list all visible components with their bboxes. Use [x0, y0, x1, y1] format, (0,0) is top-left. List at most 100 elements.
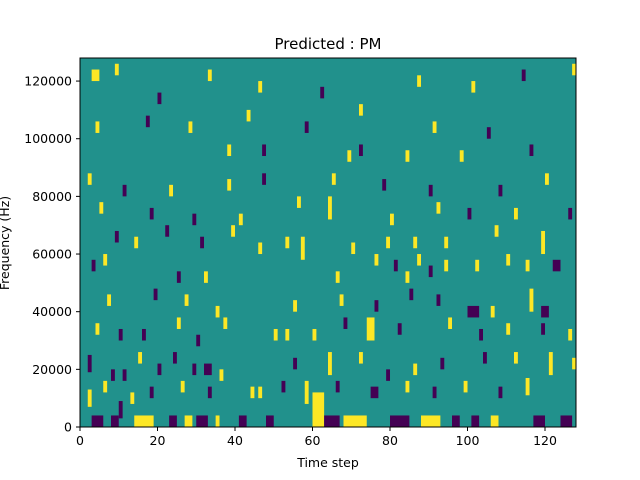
heatmap-cell — [479, 328, 484, 341]
heatmap-cell — [231, 225, 236, 237]
heatmap-cell — [169, 415, 177, 427]
y-tick-label: 40000 — [32, 304, 72, 319]
heatmap-cell — [421, 415, 441, 427]
heatmap-cell — [262, 144, 267, 157]
heatmap-cell — [157, 363, 162, 376]
heatmap-cell — [405, 380, 410, 393]
heatmap-cell — [111, 369, 115, 381]
plot-frame — [79, 57, 577, 428]
heatmap-cell — [145, 115, 150, 128]
heatmap-cell — [192, 213, 197, 226]
heatmap-cell — [103, 254, 108, 266]
heatmap-cell — [204, 363, 212, 376]
heatmap-cell — [525, 377, 530, 396]
heatmap-cell — [293, 300, 298, 312]
heatmap-cell — [463, 380, 468, 393]
heatmap-cell — [114, 230, 119, 243]
heatmap-cell — [475, 259, 480, 272]
x-axis: 0 20 40 60 80 100 120 — [76, 427, 557, 448]
x-tick-label: 20 — [150, 433, 166, 448]
plot-area — [79, 57, 577, 428]
heatmap-cell — [200, 236, 205, 249]
heatmap-cell — [219, 369, 224, 381]
heatmap-cell — [149, 386, 154, 399]
heatmap-cell — [436, 294, 441, 306]
heatmap-cell — [409, 288, 414, 301]
heatmap-cell — [91, 415, 104, 427]
heatmap-cell — [359, 144, 363, 157]
heatmap-cell — [103, 380, 108, 393]
heatmap-cell — [521, 69, 526, 82]
heatmap-cell — [459, 150, 464, 162]
heatmap-cell — [440, 357, 445, 370]
heatmap-cell — [134, 236, 139, 249]
heatmap-cell — [312, 392, 325, 427]
y-tick-label: 0 — [64, 420, 72, 435]
heatmap-cell — [428, 265, 433, 278]
heatmap-cell — [188, 121, 193, 133]
heatmap-cell — [374, 254, 379, 266]
heatmap-cell — [324, 415, 340, 427]
heatmap-cell — [417, 254, 422, 266]
heatmap-cell — [118, 401, 123, 419]
heatmap-cell — [413, 363, 418, 376]
heatmap-cell — [176, 317, 181, 329]
heatmap-cell — [448, 317, 453, 329]
heatmap-cell — [405, 271, 410, 283]
heatmap-cell — [196, 334, 201, 347]
heatmap-cell — [382, 179, 387, 191]
heatmap-cell — [568, 207, 573, 220]
heatmap-cell — [390, 213, 394, 226]
heatmap-cell — [548, 352, 553, 376]
heatmap-cell — [192, 363, 197, 376]
heatmap-cell — [351, 242, 356, 255]
y-tick-label: 20000 — [32, 362, 72, 377]
heatmap-cell — [335, 271, 340, 283]
heatmap-cell — [397, 323, 402, 335]
y-axis: 0 20000 40000 60000 80000 100000 120000 — [24, 74, 80, 435]
heatmap-cell — [498, 386, 503, 399]
heatmap-cell — [486, 127, 491, 139]
heatmap-cell — [157, 92, 162, 105]
heatmap-cell — [180, 380, 185, 393]
heatmap-cell — [568, 328, 573, 341]
heatmap-cell — [165, 225, 170, 237]
heatmap-cell — [541, 323, 546, 335]
heatmap-cell — [444, 236, 449, 249]
heatmap-cell — [359, 104, 363, 116]
heatmap-cell — [300, 236, 305, 260]
heatmap-cell — [297, 196, 301, 208]
y-tick-label: 80000 — [32, 189, 72, 204]
heatmap-cell — [204, 271, 208, 283]
x-tick-label: 60 — [305, 433, 321, 448]
chart-title: Predicted : PM — [275, 35, 382, 53]
x-tick-label: 120 — [533, 433, 557, 448]
heatmap-cell — [87, 173, 92, 185]
heatmap-cell — [111, 415, 119, 427]
heatmap-cell — [529, 288, 534, 312]
heatmap-cell — [184, 294, 189, 306]
heatmap-cell — [107, 294, 112, 306]
heatmap-cell — [281, 380, 286, 393]
heatmap-cell — [184, 415, 193, 427]
heatmap-cell — [452, 415, 460, 427]
heatmap-cell — [320, 86, 325, 99]
heatmap-cell — [347, 150, 352, 162]
heatmap-cell — [169, 184, 174, 197]
y-tick-label: 120000 — [24, 74, 72, 89]
heatmap-cell — [560, 415, 573, 427]
heatmap-cell — [545, 173, 549, 185]
heatmap-cell — [285, 328, 290, 341]
heatmap-cell — [142, 328, 146, 341]
heatmap-cell — [250, 386, 255, 399]
heatmap-cell — [196, 415, 208, 427]
x-tick-label: 40 — [227, 433, 243, 448]
heatmap-cell — [130, 392, 135, 404]
heatmap-cell — [541, 230, 546, 255]
heatmap-cell — [572, 63, 577, 76]
heatmap-cell — [471, 81, 476, 93]
heatmap-cell — [552, 259, 561, 272]
x-tick-label: 100 — [456, 433, 480, 448]
heatmap-cell — [359, 352, 363, 364]
